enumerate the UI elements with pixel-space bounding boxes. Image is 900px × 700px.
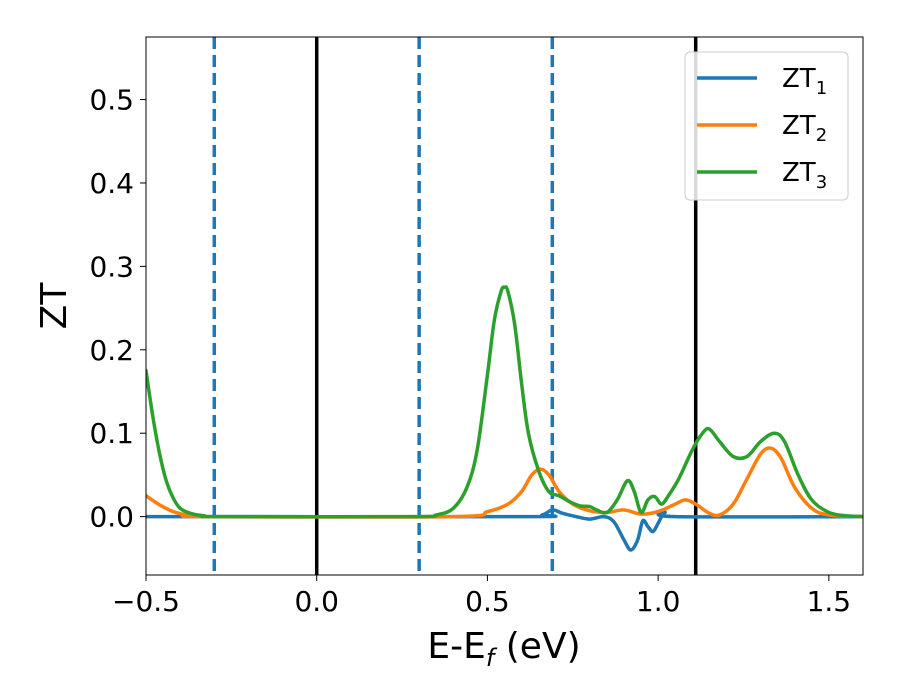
legend-label-main: ZT bbox=[782, 158, 816, 188]
y-tick-label: 0.2 bbox=[89, 334, 134, 367]
x-tick-label: 0.0 bbox=[294, 585, 339, 618]
series-line-zt3 bbox=[146, 285, 863, 519]
y-axis: 0.0 0.1 0.2 0.3 0.4 0.5 bbox=[89, 84, 146, 534]
legend-label-subscript: 1 bbox=[816, 78, 827, 99]
reference-lines bbox=[212, 37, 698, 575]
y-axis-title: ZT bbox=[34, 282, 75, 330]
x-axis: −0.5 0.0 0.5 1.0 1.5 bbox=[112, 575, 851, 618]
series-line-zt1 bbox=[146, 508, 863, 552]
legend-label-subscript: 3 bbox=[816, 172, 827, 193]
x-tick-label: −0.5 bbox=[112, 585, 180, 618]
x-axis-title-main: E-E bbox=[427, 626, 485, 667]
legend-label-zt2: ZT2 bbox=[782, 111, 827, 146]
x-axis-title-tail: (eV) bbox=[494, 626, 580, 667]
x-tick-label: 0.5 bbox=[465, 585, 510, 618]
x-tick-label: 1.5 bbox=[807, 585, 852, 618]
x-axis-title: E-Ef (eV) bbox=[427, 626, 580, 672]
x-tick-label: 1.0 bbox=[636, 585, 681, 618]
y-tick-label: 0.0 bbox=[89, 501, 134, 534]
series-line-zt2 bbox=[146, 446, 863, 519]
y-tick-label: 0.4 bbox=[89, 167, 134, 200]
legend-frame bbox=[684, 51, 849, 201]
legend-label-subscript: 2 bbox=[816, 125, 827, 146]
legend-label-main: ZT bbox=[782, 64, 816, 94]
legend-label-zt1: ZT1 bbox=[782, 64, 827, 99]
y-tick-label: 0.5 bbox=[89, 84, 134, 117]
legend-label-main: ZT bbox=[782, 111, 816, 141]
legend-label-zt3: ZT3 bbox=[782, 158, 827, 193]
y-tick-label: 0.3 bbox=[89, 250, 134, 283]
y-tick-label: 0.1 bbox=[89, 417, 134, 450]
plot-frame bbox=[145, 36, 864, 576]
series-group bbox=[146, 285, 863, 552]
